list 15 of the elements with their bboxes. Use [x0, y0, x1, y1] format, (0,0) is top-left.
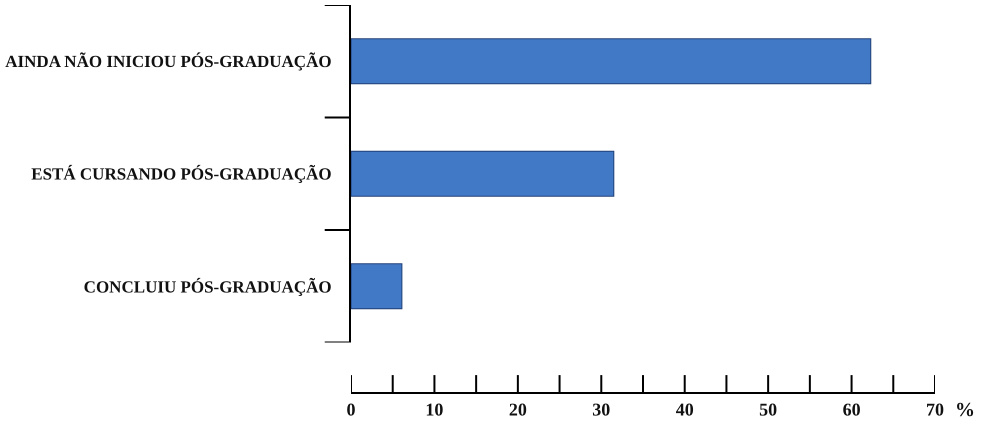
y-tick-label: ESTÁ CURSANDO PÓS-GRADUAÇÃO [31, 164, 332, 184]
x-tick-label: 50 [759, 400, 778, 420]
y-tick-label: AINDA NÃO INICIOU PÓS-GRADUAÇÃO [5, 52, 332, 72]
y-tick-label: CONCLUIU PÓS-GRADUAÇÃO [84, 277, 332, 296]
bar [351, 150, 614, 197]
x-tick-label: 10 [425, 400, 444, 420]
x-tick-label: 20 [508, 400, 527, 420]
x-tick-label: 70 [926, 400, 944, 420]
x-tick-label: 0 [346, 400, 356, 420]
x-tick-label: 60 [842, 400, 861, 420]
x-tick-label: 30 [592, 400, 610, 420]
x-axis-title: % [955, 399, 975, 421]
bar [351, 263, 402, 310]
x-tick-label: 40 [676, 400, 694, 420]
bar [351, 38, 872, 84]
